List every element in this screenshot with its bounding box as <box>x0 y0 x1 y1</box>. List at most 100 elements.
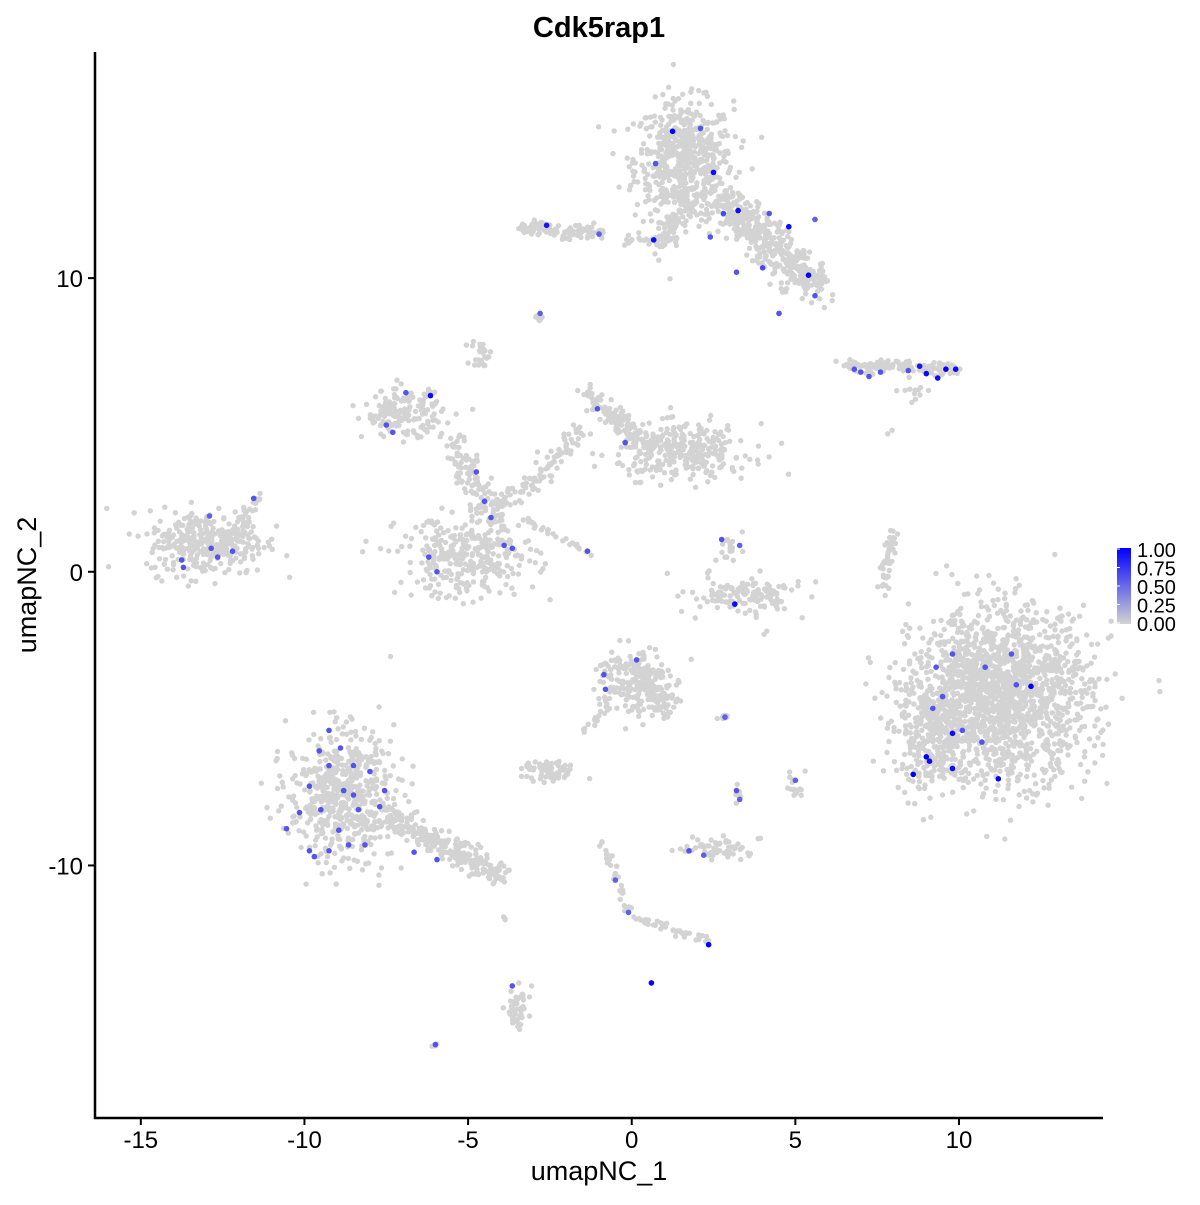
cell-point <box>1079 795 1085 802</box>
cell-point <box>449 442 455 448</box>
cell-point <box>661 234 667 240</box>
cell-point <box>974 720 980 727</box>
cell-point <box>452 595 458 601</box>
cell-point <box>718 116 724 122</box>
cell-point <box>410 394 416 400</box>
cell-point <box>467 502 473 508</box>
cell-point <box>693 596 700 602</box>
cell-point <box>966 743 973 749</box>
cell-point <box>946 619 952 626</box>
cell-point <box>648 149 654 155</box>
cell-point <box>992 788 999 795</box>
cell-point <box>680 117 687 124</box>
cell-point <box>185 566 191 572</box>
cell-point <box>407 569 413 576</box>
cell-point <box>1043 704 1050 710</box>
cell-point <box>151 530 157 536</box>
cell-point <box>1012 590 1018 596</box>
cell-point <box>794 251 800 258</box>
cell-point <box>587 381 593 388</box>
cell-point <box>675 172 681 179</box>
cell-point <box>411 429 417 436</box>
cell-point <box>790 272 796 278</box>
cell-point <box>642 451 649 458</box>
cell-point <box>563 536 569 542</box>
cell-point <box>664 163 670 170</box>
cell-point <box>1027 746 1034 752</box>
cell-point <box>954 699 960 706</box>
cell-point <box>466 563 472 569</box>
cell-point <box>700 181 707 187</box>
cell-point <box>1012 733 1018 740</box>
cell-point <box>478 560 484 566</box>
cell-point <box>392 420 399 426</box>
cell-point <box>1064 634 1070 641</box>
cell-point <box>769 600 776 606</box>
cell-point <box>964 811 970 817</box>
cell-point <box>746 229 753 236</box>
cell-point <box>1042 628 1048 635</box>
cell-point <box>578 234 584 241</box>
cell-point <box>470 599 476 605</box>
cell-point <box>414 416 420 422</box>
cell-point <box>441 530 447 536</box>
cell-point <box>254 542 261 548</box>
cell-point <box>775 227 782 233</box>
cell-point <box>721 592 728 598</box>
cell-point <box>963 632 969 638</box>
cell-point <box>536 317 543 324</box>
cell-point <box>1032 648 1039 655</box>
chart-title: Cdk5rap1 <box>533 12 665 44</box>
cell-point <box>482 507 489 514</box>
cell-point <box>1044 739 1050 745</box>
cell-point <box>734 212 740 218</box>
cell-point <box>761 210 768 216</box>
cell-point <box>988 765 994 772</box>
cell-point <box>965 591 971 597</box>
cell-point <box>787 259 793 266</box>
cell-point <box>670 107 676 113</box>
cell-point <box>759 260 765 266</box>
cell-point <box>205 550 211 557</box>
cell-point <box>727 185 734 191</box>
cell-point <box>213 548 219 554</box>
cell-point <box>742 453 748 459</box>
cell-point <box>955 737 961 743</box>
cell-point <box>925 387 932 394</box>
cell-point <box>239 514 245 520</box>
cell-point <box>408 592 414 598</box>
cell-point <box>986 572 992 579</box>
cell-point <box>1079 724 1085 730</box>
cell-point <box>761 237 768 244</box>
cell-point <box>673 189 679 195</box>
cell-point <box>577 229 584 236</box>
cell-point <box>1077 761 1084 768</box>
cell-point <box>444 443 450 449</box>
cell-point <box>460 601 466 607</box>
cell-point <box>659 243 666 250</box>
cell-point <box>919 665 925 671</box>
cell-point <box>400 439 407 445</box>
cell-point <box>188 578 194 584</box>
cell-point <box>997 745 1003 751</box>
cell-point <box>907 750 913 756</box>
cell-point <box>553 534 559 540</box>
cell-point <box>1084 663 1090 669</box>
cell-point <box>504 563 510 569</box>
cell-point <box>931 631 938 637</box>
cell-point <box>645 171 651 177</box>
cell-point <box>939 706 945 712</box>
cell-point <box>961 646 967 652</box>
cell-point <box>917 392 923 398</box>
cell-point <box>626 472 632 478</box>
cell-point <box>1092 760 1098 766</box>
cell-point <box>1007 817 1014 823</box>
cell-point <box>1058 769 1064 775</box>
cell-point <box>747 456 753 462</box>
cell-point <box>993 796 999 803</box>
cell-point <box>688 130 695 136</box>
cell-point <box>802 291 809 297</box>
cell-point <box>559 236 565 242</box>
cell-point <box>475 357 482 363</box>
